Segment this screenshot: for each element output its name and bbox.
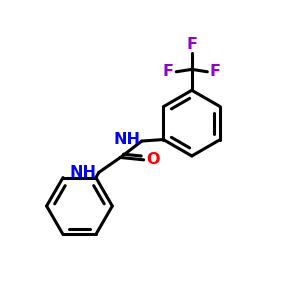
Text: F: F: [186, 37, 197, 52]
Text: F: F: [163, 64, 174, 79]
Text: NH: NH: [70, 166, 97, 181]
Text: F: F: [210, 64, 221, 79]
Text: O: O: [147, 152, 160, 167]
Text: NH: NH: [113, 132, 140, 147]
